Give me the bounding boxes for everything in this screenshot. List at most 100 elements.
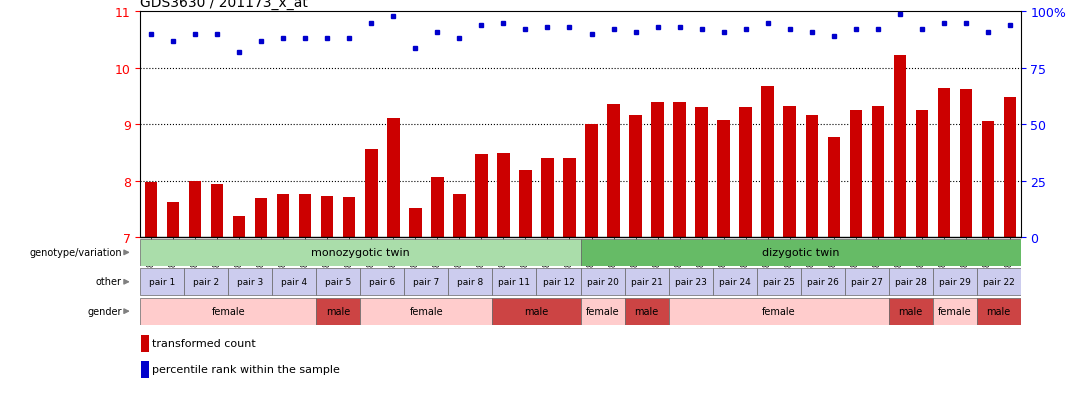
Bar bbox=[889, 298, 932, 325]
Bar bbox=[916, 110, 928, 237]
Bar bbox=[140, 298, 316, 325]
Bar bbox=[185, 268, 229, 296]
Text: dizygotic twin: dizygotic twin bbox=[761, 248, 839, 258]
Bar bbox=[141, 361, 149, 378]
Bar bbox=[806, 116, 818, 237]
Bar bbox=[140, 268, 185, 296]
Text: pair 21: pair 21 bbox=[631, 278, 662, 287]
Text: pair 3: pair 3 bbox=[238, 278, 264, 287]
Text: pair 6: pair 6 bbox=[369, 278, 395, 287]
Bar bbox=[889, 268, 932, 296]
Bar bbox=[492, 268, 537, 296]
Bar bbox=[717, 121, 730, 237]
Bar bbox=[316, 268, 361, 296]
Text: pair 8: pair 8 bbox=[457, 278, 484, 287]
Bar bbox=[498, 154, 510, 237]
Bar bbox=[229, 268, 272, 296]
Bar bbox=[409, 209, 421, 237]
Text: pair 24: pair 24 bbox=[718, 278, 751, 287]
Text: male: male bbox=[525, 306, 549, 316]
Text: pair 20: pair 20 bbox=[586, 278, 619, 287]
Text: GDS3630 / 201173_x_at: GDS3630 / 201173_x_at bbox=[140, 0, 308, 10]
Bar bbox=[299, 195, 311, 237]
Bar bbox=[893, 56, 906, 237]
Bar bbox=[388, 119, 400, 237]
Bar bbox=[624, 298, 669, 325]
Text: transformed count: transformed count bbox=[151, 339, 255, 349]
Bar bbox=[405, 268, 448, 296]
Bar bbox=[669, 268, 713, 296]
Bar bbox=[272, 268, 316, 296]
Bar bbox=[233, 217, 245, 237]
Bar bbox=[713, 268, 756, 296]
Text: pair 7: pair 7 bbox=[414, 278, 440, 287]
Bar bbox=[140, 239, 581, 266]
Bar bbox=[146, 183, 158, 237]
Bar bbox=[651, 102, 663, 237]
Bar bbox=[519, 171, 531, 237]
Text: genotype/variation: genotype/variation bbox=[29, 247, 122, 257]
Bar bbox=[756, 268, 800, 296]
Bar bbox=[674, 102, 686, 237]
Bar bbox=[361, 298, 492, 325]
Bar bbox=[365, 150, 378, 237]
Bar bbox=[255, 199, 268, 237]
Bar bbox=[454, 194, 465, 237]
Bar bbox=[630, 115, 642, 237]
Text: pair 5: pair 5 bbox=[325, 278, 352, 287]
Bar bbox=[740, 108, 752, 237]
Bar bbox=[845, 268, 889, 296]
Bar bbox=[850, 110, 862, 237]
Text: male: male bbox=[986, 306, 1011, 316]
Bar bbox=[448, 268, 492, 296]
Bar bbox=[761, 87, 773, 237]
Bar bbox=[585, 125, 597, 237]
Bar bbox=[581, 298, 624, 325]
Bar bbox=[937, 88, 949, 237]
Bar bbox=[278, 195, 289, 237]
Text: other: other bbox=[96, 277, 122, 287]
Bar bbox=[541, 159, 554, 237]
Bar bbox=[669, 298, 889, 325]
Text: pair 27: pair 27 bbox=[851, 278, 882, 287]
Bar bbox=[959, 90, 972, 237]
Text: gender: gender bbox=[87, 306, 122, 316]
Text: female: female bbox=[937, 306, 971, 316]
Text: pair 28: pair 28 bbox=[894, 278, 927, 287]
Bar bbox=[872, 107, 883, 237]
Text: pair 2: pair 2 bbox=[193, 278, 219, 287]
Text: pair 23: pair 23 bbox=[675, 278, 706, 287]
Bar bbox=[982, 122, 994, 237]
Bar bbox=[581, 268, 624, 296]
Bar bbox=[932, 298, 976, 325]
Text: female: female bbox=[409, 306, 443, 316]
Text: pair 22: pair 22 bbox=[983, 278, 1014, 287]
Bar bbox=[1003, 97, 1015, 237]
Bar bbox=[800, 268, 845, 296]
Bar bbox=[167, 202, 179, 237]
Bar bbox=[322, 197, 334, 237]
Text: pair 1: pair 1 bbox=[149, 278, 176, 287]
Bar bbox=[976, 298, 1021, 325]
Bar bbox=[141, 335, 149, 352]
Text: female: female bbox=[761, 306, 795, 316]
Bar bbox=[581, 239, 1021, 266]
Bar bbox=[492, 298, 581, 325]
Text: female: female bbox=[212, 306, 245, 316]
Text: monozygotic twin: monozygotic twin bbox=[311, 248, 409, 258]
Bar bbox=[343, 197, 355, 237]
Bar bbox=[696, 107, 707, 237]
Text: pair 4: pair 4 bbox=[282, 278, 308, 287]
Text: female: female bbox=[585, 306, 619, 316]
Text: percentile rank within the sample: percentile rank within the sample bbox=[151, 364, 339, 374]
Text: male: male bbox=[634, 306, 659, 316]
Bar bbox=[361, 268, 404, 296]
Bar bbox=[607, 105, 620, 237]
Text: pair 29: pair 29 bbox=[939, 278, 971, 287]
Text: pair 26: pair 26 bbox=[807, 278, 838, 287]
Bar bbox=[827, 137, 839, 237]
Text: pair 11: pair 11 bbox=[499, 278, 530, 287]
Bar bbox=[624, 268, 669, 296]
Bar bbox=[932, 268, 976, 296]
Text: pair 12: pair 12 bbox=[542, 278, 575, 287]
